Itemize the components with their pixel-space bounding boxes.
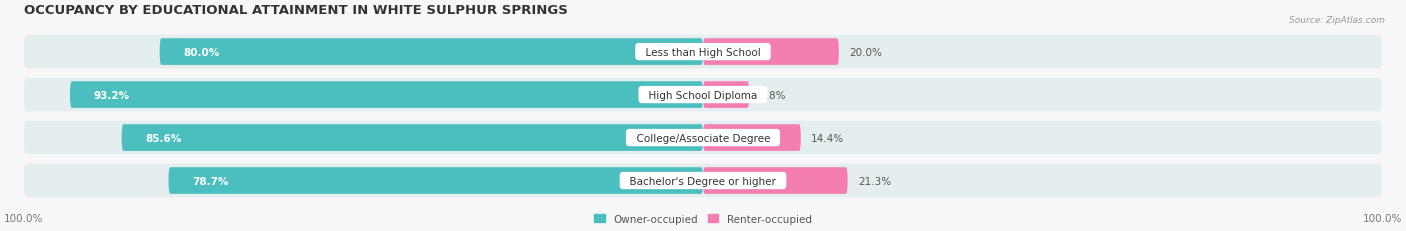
FancyBboxPatch shape	[703, 39, 839, 66]
Text: Source: ZipAtlas.com: Source: ZipAtlas.com	[1289, 16, 1385, 25]
Text: 78.7%: 78.7%	[193, 176, 229, 186]
FancyBboxPatch shape	[703, 167, 848, 194]
FancyBboxPatch shape	[122, 125, 703, 151]
Text: 85.6%: 85.6%	[145, 133, 181, 143]
Text: College/Associate Degree: College/Associate Degree	[630, 133, 776, 143]
FancyBboxPatch shape	[24, 79, 1382, 112]
FancyBboxPatch shape	[169, 167, 703, 194]
Text: 14.4%: 14.4%	[811, 133, 844, 143]
Text: OCCUPANCY BY EDUCATIONAL ATTAINMENT IN WHITE SULPHUR SPRINGS: OCCUPANCY BY EDUCATIONAL ATTAINMENT IN W…	[24, 4, 568, 17]
FancyBboxPatch shape	[70, 82, 703, 108]
Text: 6.8%: 6.8%	[759, 90, 786, 100]
FancyBboxPatch shape	[24, 121, 1382, 155]
FancyBboxPatch shape	[160, 39, 703, 66]
FancyBboxPatch shape	[24, 164, 1382, 198]
Text: High School Diploma: High School Diploma	[643, 90, 763, 100]
Text: 93.2%: 93.2%	[94, 90, 129, 100]
Text: Bachelor's Degree or higher: Bachelor's Degree or higher	[623, 176, 783, 186]
FancyBboxPatch shape	[703, 125, 801, 151]
Text: 80.0%: 80.0%	[183, 47, 219, 57]
Text: Less than High School: Less than High School	[638, 47, 768, 57]
Text: 20.0%: 20.0%	[849, 47, 882, 57]
FancyBboxPatch shape	[703, 82, 749, 108]
Legend: Owner-occupied, Renter-occupied: Owner-occupied, Renter-occupied	[591, 210, 815, 228]
Text: 21.3%: 21.3%	[858, 176, 891, 186]
FancyBboxPatch shape	[24, 36, 1382, 69]
